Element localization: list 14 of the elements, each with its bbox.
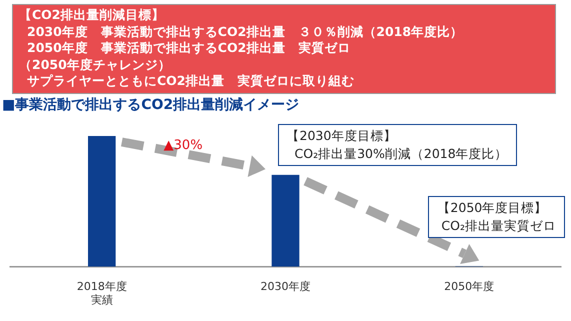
x-tick-label: 2050年度 xyxy=(444,280,494,294)
text: 2050年度 事業活動で排出するCO2排出量 実質ゼロ xyxy=(26,40,352,56)
annotation: 【2030年度目標】 xyxy=(286,127,398,145)
annotation: CO₂排出量30%削減（2018年度比） xyxy=(294,145,508,163)
text: サプライヤーとともにCO2排出量 実質ゼロに取り組む xyxy=(26,73,356,90)
annotation: CO₂排出量実質ゼロ xyxy=(440,217,556,235)
x-tick-label: 2018年度実績 xyxy=(76,280,127,306)
chart-subtitle: ■事業活動で排出するCO2排出量削減イメージ xyxy=(2,96,300,114)
text: （2050年度チャレンジ） xyxy=(19,56,172,73)
text: 2030年度 事業活動で排出するCO2排出量 ３０％削減（2018年度比） xyxy=(26,24,464,40)
chart-title: 【CO2排出量削減目標】 xyxy=(19,7,166,24)
annotation: ▲30% xyxy=(164,138,203,153)
annotation: 【2050年度目標】 xyxy=(437,199,548,217)
x-tick-label: 2030年度 xyxy=(260,280,310,294)
